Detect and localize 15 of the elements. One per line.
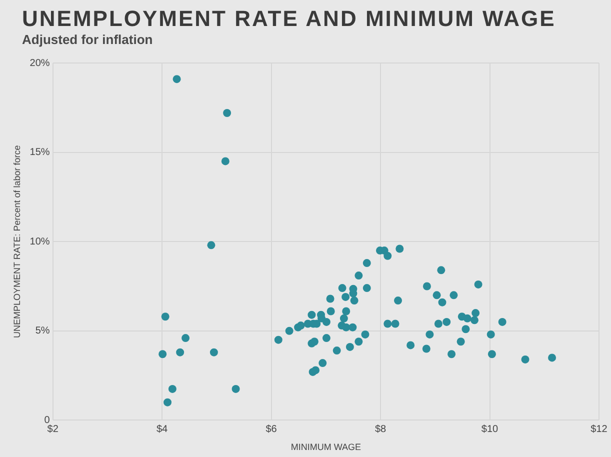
x-tick-label: $4 (156, 424, 168, 435)
y-tick-label: 15% (30, 147, 50, 158)
x-tick-label: $12 (590, 424, 608, 435)
x-tick-label: $10 (481, 424, 499, 435)
x-tick-label: $2 (47, 424, 59, 435)
x-axis-title: MINIMUM WAGE (290, 442, 361, 452)
x-tick-label: $6 (266, 424, 278, 435)
y-tick-label: 20% (30, 58, 50, 69)
y-tick-label: 5% (35, 326, 50, 337)
y-tick-label: 10% (30, 236, 50, 248)
chart-title: UNEMPLOYMENT RATE AND MINIMUM WAGE (22, 6, 556, 32)
x-tick-label: $8 (374, 424, 387, 435)
y-tick-label: 0 (44, 414, 50, 426)
y-axis-title: UNEMPLOYMENT RATE: Percent of labor force (12, 145, 22, 338)
chart-subtitle: Adjusted for inflation (22, 32, 153, 47)
